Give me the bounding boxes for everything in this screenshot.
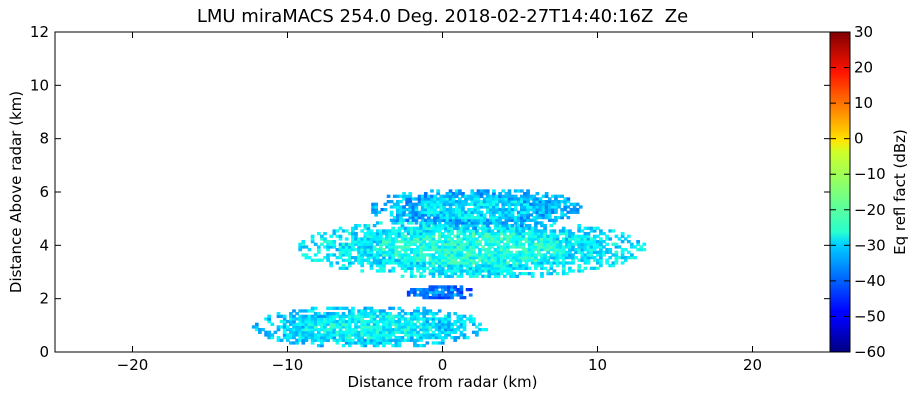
colorbar-tick-label: −50 xyxy=(854,307,886,325)
y-tick-label: 6 xyxy=(39,183,49,201)
upper-echo-layer xyxy=(371,189,583,230)
x-tick-label: 20 xyxy=(743,356,762,374)
colorbar-label: Eq refl fact (dBz) xyxy=(891,129,909,255)
colorbar-tick-label: −30 xyxy=(854,236,886,254)
mid-echo-band xyxy=(406,285,473,300)
axis-ticks: −20 −10 0 10 20 0 2 4 6 8 10 12 xyxy=(30,23,830,374)
colorbar-tick-label: −40 xyxy=(854,272,886,290)
y-tick-label: 0 xyxy=(39,343,49,361)
x-axis-label: Distance from radar (km) xyxy=(347,373,538,391)
colorbar xyxy=(829,31,851,353)
main-echo-layer xyxy=(298,218,647,278)
y-tick-label: 4 xyxy=(39,236,49,254)
colorbar-tick-label: 0 xyxy=(854,130,864,148)
colorbar-tick-label: 20 xyxy=(854,59,873,77)
near-ground-echo xyxy=(251,306,489,348)
colorbar-tick-label: 30 xyxy=(854,23,873,41)
x-tick-label: 10 xyxy=(588,356,607,374)
y-tick-label: 2 xyxy=(39,290,49,308)
colorbar-tick-label: 10 xyxy=(854,94,873,112)
y-tick-label: 8 xyxy=(39,130,49,148)
colorbar-ticks: −60 −50 −40 −30 −20 −10 0 10 20 30 xyxy=(830,23,886,361)
plot-frame xyxy=(54,31,831,353)
colorbar-tick-label: −60 xyxy=(854,343,886,361)
y-tick-label: 12 xyxy=(30,23,49,41)
colorbar-tick-label: −10 xyxy=(854,165,886,183)
y-tick-label: 10 xyxy=(30,76,49,94)
chart-title: LMU miraMACS 254.0 Deg. 2018-02-27T14:40… xyxy=(196,6,689,27)
colorbar-tick-label: −20 xyxy=(854,201,886,219)
x-tick-label: −20 xyxy=(117,356,149,374)
y-axis-label: Distance Above radar (km) xyxy=(7,90,25,294)
x-tick-label: −10 xyxy=(272,356,304,374)
x-tick-label: 0 xyxy=(438,356,448,374)
echo-layer xyxy=(251,189,647,348)
